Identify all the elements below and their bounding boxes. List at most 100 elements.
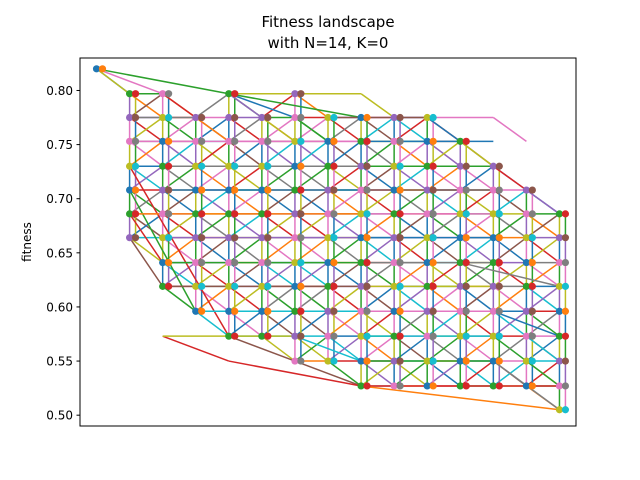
data-point bbox=[324, 307, 332, 315]
data-point bbox=[126, 186, 134, 194]
data-point bbox=[462, 186, 470, 194]
data-point bbox=[357, 258, 365, 267]
data-point bbox=[561, 258, 570, 267]
data-point bbox=[363, 282, 371, 290]
data-point bbox=[198, 113, 206, 122]
data-point bbox=[131, 137, 140, 145]
data-point bbox=[159, 234, 167, 242]
data-point bbox=[489, 382, 497, 390]
data-point bbox=[291, 210, 299, 218]
data-point bbox=[258, 162, 266, 170]
data-point bbox=[429, 357, 437, 365]
data-point bbox=[291, 357, 299, 365]
data-point bbox=[462, 332, 470, 340]
data-point bbox=[456, 162, 464, 170]
data-point bbox=[390, 113, 398, 122]
data-point bbox=[258, 307, 266, 315]
data-point bbox=[159, 137, 167, 145]
edge-line bbox=[96, 68, 131, 95]
data-point bbox=[324, 258, 332, 267]
data-point bbox=[423, 162, 431, 170]
data-point bbox=[165, 186, 173, 194]
data-point bbox=[396, 137, 404, 145]
plot-area bbox=[92, 65, 570, 414]
data-point bbox=[423, 113, 431, 122]
data-point bbox=[225, 90, 233, 98]
data-point bbox=[522, 258, 531, 267]
data-point bbox=[297, 186, 305, 194]
data-point bbox=[297, 137, 305, 145]
data-point bbox=[297, 357, 305, 365]
data-point bbox=[495, 258, 503, 267]
data-point bbox=[258, 210, 266, 218]
data-point bbox=[330, 258, 338, 267]
edge-line bbox=[460, 261, 560, 288]
data-point bbox=[264, 282, 272, 290]
data-point bbox=[192, 307, 200, 315]
data-point bbox=[522, 332, 531, 340]
data-point bbox=[495, 234, 503, 242]
data-point bbox=[429, 186, 437, 194]
data-point bbox=[297, 307, 305, 315]
data-point bbox=[357, 307, 365, 315]
data-point bbox=[264, 258, 272, 267]
data-point bbox=[423, 382, 431, 390]
data-point bbox=[423, 332, 431, 340]
data-point bbox=[330, 282, 338, 290]
data-point bbox=[291, 332, 299, 340]
data-point bbox=[462, 210, 470, 218]
data-point bbox=[165, 113, 173, 122]
data-point bbox=[363, 137, 371, 145]
data-point bbox=[495, 210, 503, 218]
edge-line bbox=[162, 93, 197, 119]
data-point bbox=[522, 186, 531, 194]
data-point bbox=[429, 162, 437, 170]
data-point bbox=[357, 162, 365, 170]
data-point bbox=[363, 234, 371, 242]
data-point bbox=[390, 234, 398, 242]
data-point bbox=[198, 234, 206, 242]
data-point bbox=[429, 210, 437, 218]
edge-line bbox=[228, 93, 263, 119]
data-point bbox=[291, 113, 299, 122]
data-point bbox=[429, 137, 437, 145]
data-point bbox=[159, 162, 167, 170]
y-tick-label: 0.55 bbox=[46, 355, 73, 369]
data-point bbox=[423, 234, 431, 242]
data-point bbox=[258, 258, 266, 267]
edge-line bbox=[228, 360, 362, 387]
edge-line bbox=[525, 189, 560, 215]
data-point bbox=[264, 332, 272, 340]
data-point bbox=[429, 282, 437, 290]
data-point bbox=[555, 307, 564, 315]
data-point bbox=[522, 382, 531, 390]
edge-line bbox=[360, 385, 560, 411]
data-point bbox=[396, 113, 404, 122]
data-point bbox=[561, 234, 570, 242]
data-point bbox=[225, 210, 233, 218]
data-point bbox=[192, 113, 200, 122]
data-point bbox=[522, 307, 531, 315]
data-point bbox=[489, 332, 497, 340]
data-point bbox=[561, 307, 570, 315]
data-point bbox=[165, 137, 173, 145]
edge-line bbox=[96, 68, 163, 95]
data-point bbox=[291, 282, 299, 290]
data-point bbox=[324, 186, 332, 194]
data-point bbox=[456, 332, 464, 340]
data-point bbox=[264, 210, 272, 218]
data-point bbox=[555, 234, 564, 242]
data-point bbox=[291, 186, 299, 194]
data-point bbox=[390, 307, 398, 315]
data-point bbox=[225, 258, 233, 267]
data-point bbox=[330, 137, 338, 145]
data-point bbox=[192, 210, 200, 218]
data-point bbox=[489, 357, 497, 365]
data-point bbox=[297, 162, 305, 170]
data-point bbox=[231, 162, 239, 170]
data-point bbox=[495, 282, 503, 290]
data-point bbox=[258, 234, 266, 242]
data-point bbox=[198, 186, 206, 194]
data-point bbox=[528, 382, 536, 390]
